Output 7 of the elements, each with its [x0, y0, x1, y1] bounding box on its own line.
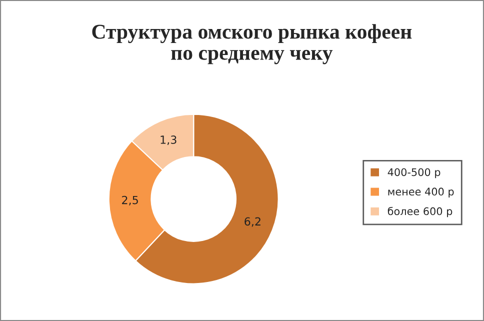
- data-label: 6,2: [244, 217, 260, 227]
- chart-title: Структура омского рынка кофеен по среднему чеку: [92, 24, 412, 64]
- legend-label: 400-500 р: [388, 168, 440, 178]
- data-label: 1,3: [160, 136, 176, 146]
- legend-label: менее 400 р: [388, 188, 454, 198]
- data-label: 2,5: [122, 196, 138, 206]
- legend-label: более 600 р: [388, 206, 452, 218]
